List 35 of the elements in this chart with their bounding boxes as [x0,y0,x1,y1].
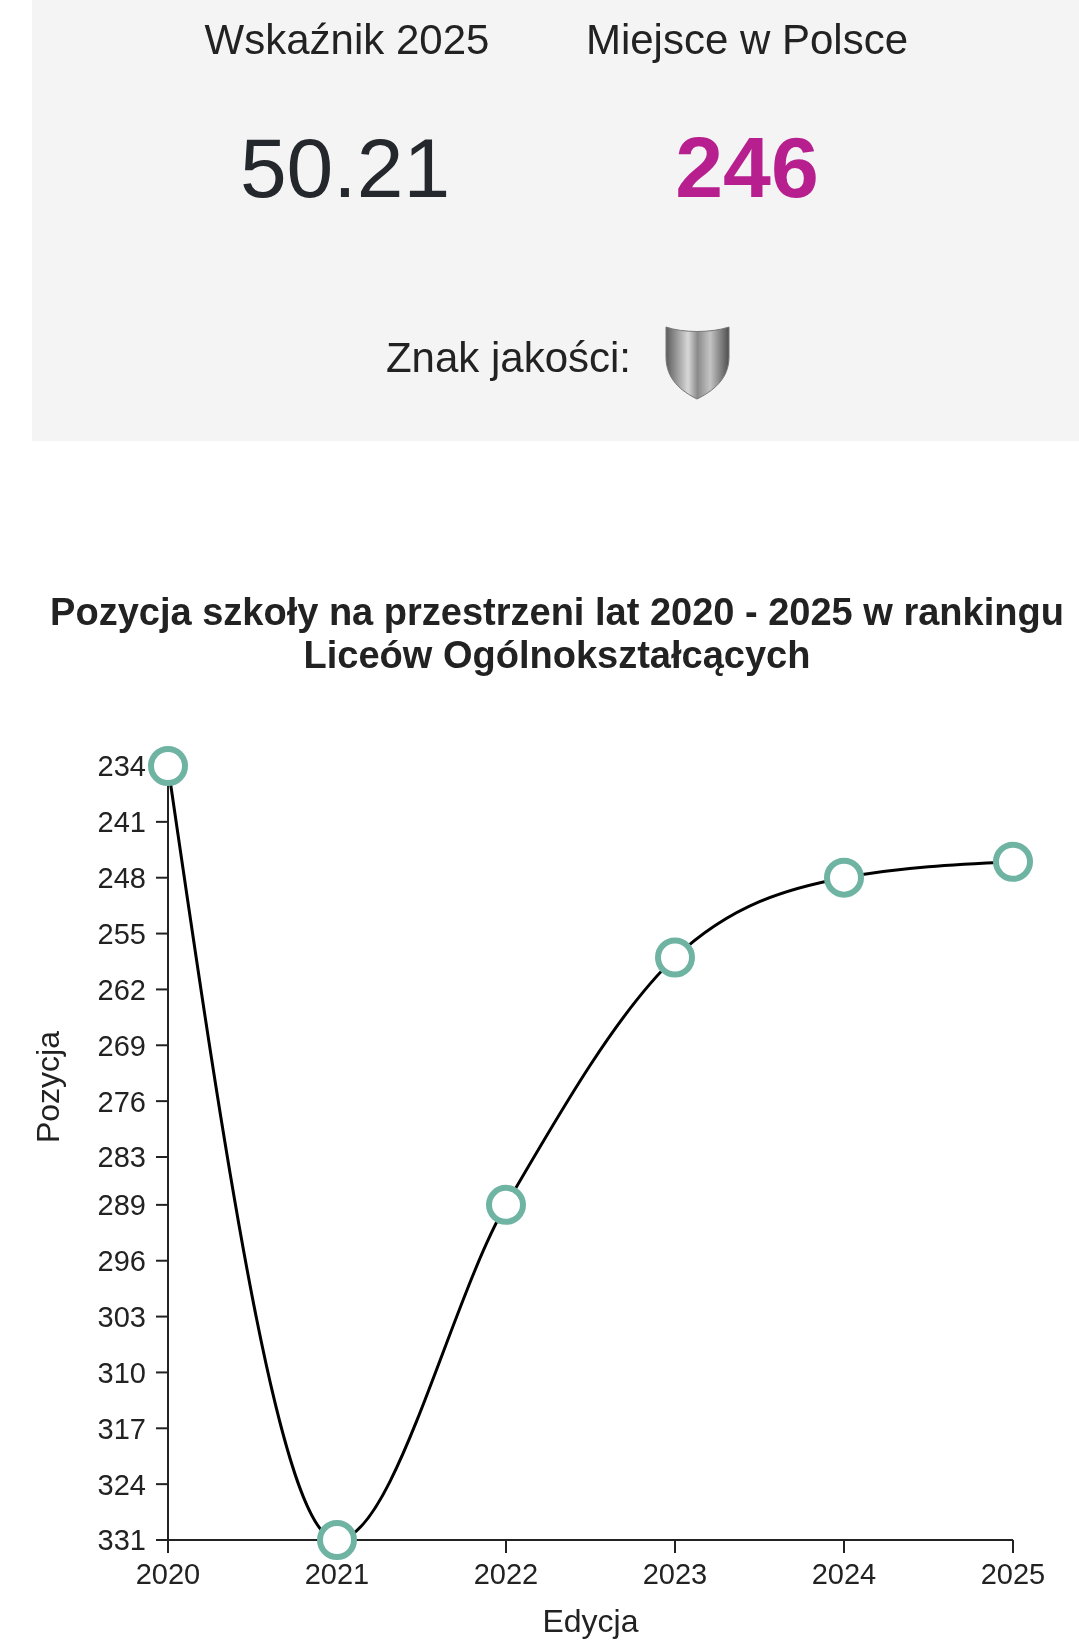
x-tick-label: 2025 [980,1558,1046,1590]
y-tick-label: 303 [97,1301,146,1334]
x-tick-label: 2024 [811,1558,877,1590]
y-axis-title: Pozycja [30,1030,66,1144]
y-tick-label: 331 [97,1524,146,1557]
point [824,857,864,898]
text: Znak jakości: [385,334,631,381]
point [655,937,695,978]
point [993,841,1033,882]
text: Wskaźnik 2025 [204,16,490,63]
y-tick-label: 241 [97,806,146,839]
y-tick-label: 283 [97,1141,146,1174]
y-tick-label: 289 [97,1189,146,1222]
x-axis-title: Edycja [542,1603,639,1639]
x-tick-label: 2021 [304,1558,370,1590]
y-tick-label: 317 [97,1412,146,1445]
y-tick-label: 248 [97,862,146,895]
y-tick-label: 262 [97,973,146,1006]
text: 50.21 [239,121,451,215]
point [148,746,188,786]
y-tick-label: 276 [97,1085,146,1118]
y-tick-label: 255 [97,918,146,951]
y-tick-label: 234 [97,750,146,783]
x-tick-label: 2022 [473,1558,539,1590]
point [317,1520,357,1560]
y-tick-label: 296 [97,1245,146,1278]
y-tick-label: 310 [97,1356,146,1389]
y-tick-label: 269 [97,1029,146,1062]
chart-title: Pozycja szkoły na przestrzeni lat 2020 - 2025 w rankingu Liceów Ogólnokształcących [50,591,1064,676]
x-tick-label: 2020 [135,1558,201,1590]
y-tick-label: 324 [97,1468,146,1501]
point [486,1184,526,1225]
text: Miejsce w Polsce [585,16,909,63]
x-tick-label: 2023 [642,1558,708,1590]
text: 246 [675,119,819,215]
